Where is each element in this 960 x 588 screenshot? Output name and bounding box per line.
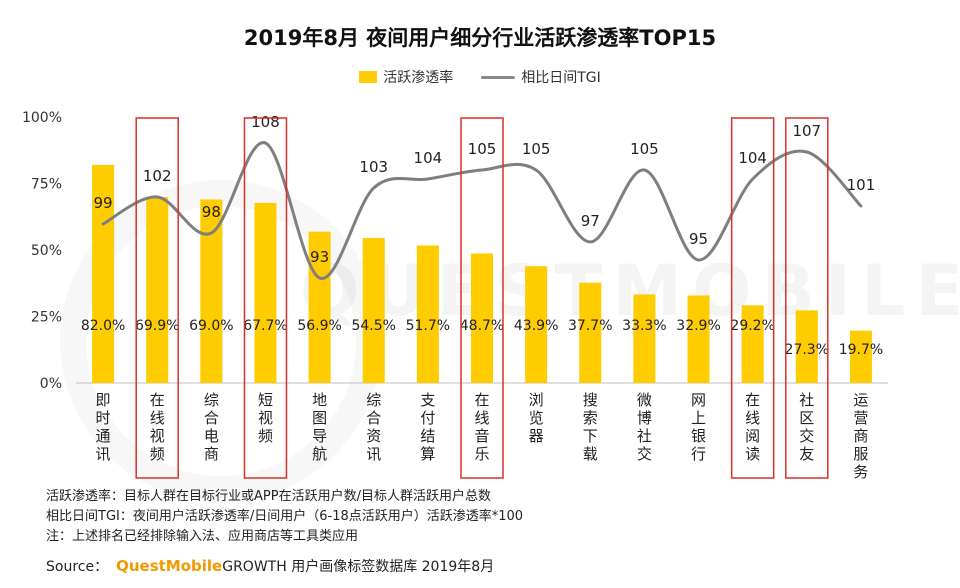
x-tick-label: 运营商服务 bbox=[853, 391, 868, 481]
bar-value-label: 82.0% bbox=[81, 318, 125, 334]
x-tick-label: 综合资讯 bbox=[366, 391, 381, 463]
legend-line-label: 相比日间TGI bbox=[521, 70, 601, 86]
tgi-label: 95 bbox=[689, 230, 708, 248]
x-tick-label: 在线音乐 bbox=[474, 391, 489, 463]
legend-item-bar: 活跃渗透率 bbox=[359, 67, 453, 87]
note-tgi: 相比日间TGI：夜间用户活跃渗透率/日间用户（6-18点活跃用户）活跃渗透率*1… bbox=[46, 509, 524, 524]
tgi-label: 105 bbox=[630, 140, 659, 158]
bar-value-label: 32.9% bbox=[676, 318, 720, 334]
bar-value-label: 19.7% bbox=[839, 342, 883, 358]
source-text: GROWTH 用户画像标签数据库 2019年8月 bbox=[222, 559, 495, 575]
x-tick-label: 浏览器 bbox=[529, 391, 544, 445]
tgi-label: 105 bbox=[468, 140, 497, 158]
bar bbox=[308, 231, 331, 383]
note-active-rate: 活跃渗透率：目标人群在目标行业或APP在活跃用户数/目标人群活跃用户总数 bbox=[46, 489, 491, 504]
legend-bar-label: 活跃渗透率 bbox=[383, 70, 454, 86]
bar bbox=[687, 295, 710, 383]
bar-value-label: 69.9% bbox=[135, 318, 179, 334]
bar bbox=[849, 330, 872, 383]
x-tick-label: 搜索下载 bbox=[583, 391, 598, 463]
bar-value-label: 37.7% bbox=[568, 318, 612, 334]
tgi-label: 99 bbox=[94, 194, 113, 212]
bar-value-label: 43.9% bbox=[514, 318, 558, 334]
bar-value-label: 67.7% bbox=[243, 318, 287, 334]
legend-bar-swatch bbox=[359, 71, 378, 83]
x-tick-label: 即时通讯 bbox=[96, 391, 111, 463]
bar-value-label: 29.2% bbox=[730, 318, 774, 334]
x-tick-label: 微博社交 bbox=[637, 391, 652, 463]
tgi-label: 108 bbox=[251, 113, 280, 131]
legend: 活跃渗透率 相比日间TGI bbox=[0, 66, 960, 88]
bar bbox=[254, 202, 277, 383]
source-label: Source： bbox=[46, 559, 109, 575]
legend-line-swatch bbox=[481, 75, 516, 79]
bar bbox=[633, 294, 656, 383]
x-tick-label: 社区交友 bbox=[799, 391, 814, 463]
y-tick-label: 75% bbox=[31, 177, 62, 193]
tgi-label: 93 bbox=[310, 248, 329, 266]
bar bbox=[362, 238, 385, 383]
tgi-label: 107 bbox=[792, 122, 821, 140]
note-exclusion: 注：上述排名已经排除输入法、应用商店等工具类应用 bbox=[46, 529, 359, 544]
x-tick-label: 短视频 bbox=[258, 391, 273, 445]
bar bbox=[795, 310, 818, 383]
highlight-box bbox=[730, 117, 775, 479]
bar bbox=[416, 245, 439, 383]
bar-value-label: 54.5% bbox=[351, 318, 395, 334]
bar bbox=[146, 197, 169, 383]
tgi-label: 103 bbox=[359, 158, 388, 176]
source-brand: QuestMobile bbox=[116, 557, 223, 575]
tgi-label: 104 bbox=[738, 149, 767, 167]
bar bbox=[200, 199, 223, 383]
y-tick-label: 100% bbox=[22, 110, 62, 126]
tgi-label: 101 bbox=[847, 176, 876, 194]
highlight-box bbox=[460, 117, 504, 479]
y-tick-label: 0% bbox=[40, 376, 62, 392]
bar-value-label: 51.7% bbox=[406, 318, 450, 334]
bar-value-label: 56.9% bbox=[297, 318, 341, 334]
y-tick-label: 25% bbox=[31, 310, 62, 326]
highlight-box bbox=[785, 117, 829, 479]
x-tick-label: 网上银行 bbox=[691, 391, 706, 463]
tgi-label: 105 bbox=[522, 140, 551, 158]
bar-value-label: 48.7% bbox=[460, 318, 504, 334]
chart-title: 2019年8月 夜间用户细分行业活跃渗透率TOP15 bbox=[243, 26, 717, 50]
tgi-label: 104 bbox=[414, 149, 443, 167]
x-tick-label: 支付结算 bbox=[420, 391, 435, 463]
bar-value-label: 27.3% bbox=[785, 342, 829, 358]
x-tick-label: 在线视频 bbox=[150, 391, 165, 463]
bar bbox=[471, 253, 493, 383]
tgi-label: 98 bbox=[202, 203, 221, 221]
legend-item-line: 相比日间TGI bbox=[481, 67, 601, 87]
y-tick-label: 50% bbox=[31, 243, 62, 259]
x-tick-label: 综合电商 bbox=[204, 391, 219, 463]
tgi-line bbox=[101, 141, 863, 280]
tgi-label: 102 bbox=[143, 167, 172, 185]
tgi-label: 97 bbox=[581, 212, 600, 230]
bar bbox=[741, 305, 764, 383]
x-tick-label: 地图导航 bbox=[312, 391, 327, 463]
x-tick-label: 在线阅读 bbox=[745, 391, 760, 463]
bar-value-label: 33.3% bbox=[622, 318, 666, 334]
highlight-box bbox=[135, 117, 179, 479]
bar-value-label: 69.0% bbox=[189, 318, 233, 334]
highlight-box bbox=[243, 117, 288, 479]
notes: 活跃渗透率：目标人群在目标行业或APP在活跃用户数/目标人群活跃用户总数 相比日… bbox=[46, 487, 523, 547]
source-line: Source： QuestMobileGROWTH 用户画像标签数据库 2019… bbox=[46, 556, 494, 576]
bar bbox=[525, 266, 548, 383]
bar bbox=[579, 282, 602, 383]
watermark-text: QUESTMOBILE bbox=[300, 250, 960, 332]
